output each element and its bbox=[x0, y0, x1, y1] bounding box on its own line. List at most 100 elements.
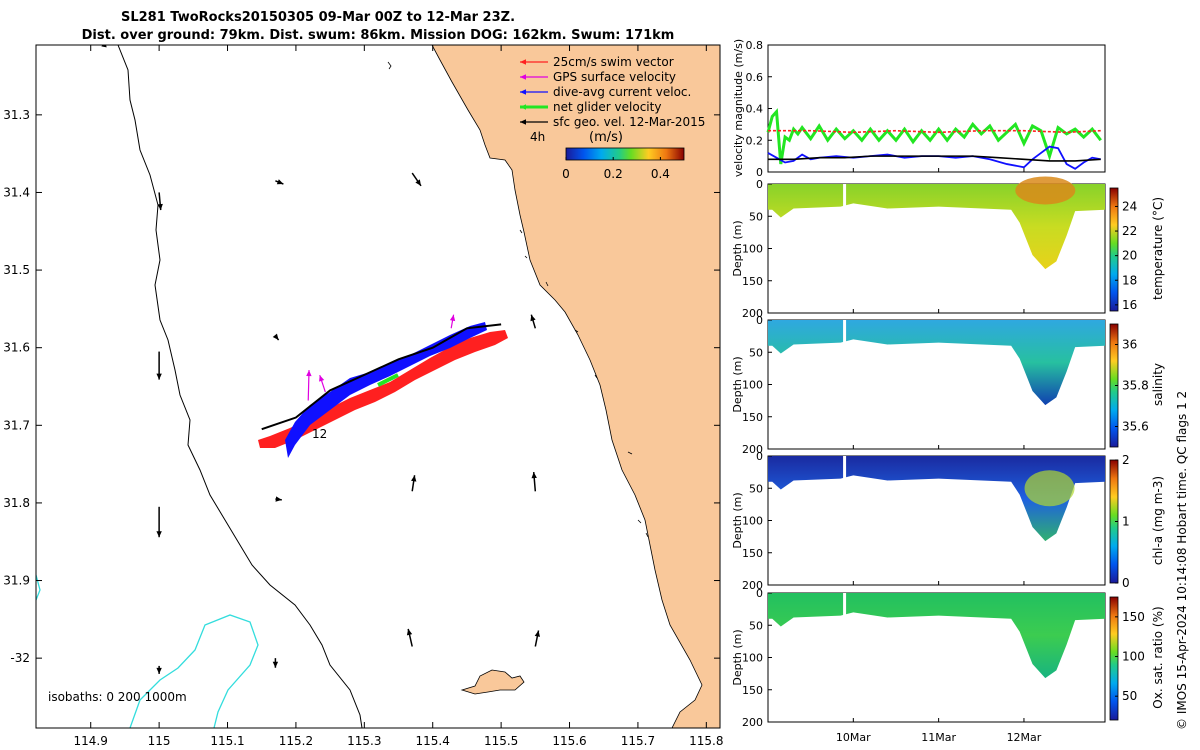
velocity-series-sfc-geo-vel- bbox=[768, 155, 1101, 162]
time-tick-label: 10Mar bbox=[836, 731, 871, 744]
section-ytick-label: 100 bbox=[742, 379, 763, 392]
legend-swatch-head bbox=[520, 104, 526, 110]
map-ytick-label: 31.4 bbox=[3, 185, 30, 199]
geo-vector-arrow-head bbox=[275, 496, 282, 502]
section-ylabel: Depth (m) bbox=[731, 629, 744, 685]
section-ytick-label: 50 bbox=[749, 210, 763, 223]
map-ytick-label: 31.5 bbox=[3, 263, 30, 277]
colorbar-label: temperature (°C) bbox=[1151, 197, 1165, 300]
map-colorbar-tick: 0 bbox=[562, 167, 570, 181]
section-ytick-label: 100 bbox=[742, 652, 763, 665]
colorbar-tick-label: 24 bbox=[1122, 199, 1137, 213]
legend-swatch-head bbox=[520, 119, 526, 125]
map-ytick-label: 31.8 bbox=[3, 496, 30, 510]
geo-vectors bbox=[101, 45, 540, 674]
legend-swatch-head bbox=[520, 74, 526, 80]
map-ytick-label: 31.9 bbox=[3, 574, 30, 588]
legend-swatch-head bbox=[520, 59, 526, 65]
section-ytick-label: 0 bbox=[756, 587, 763, 600]
map-xtick-label: 115.8 bbox=[689, 734, 723, 748]
title-line2: Dist. over ground: 79km. Dist. swum: 86k… bbox=[82, 28, 675, 43]
colorbar-label: salinity bbox=[1151, 363, 1165, 406]
section-ytick-label: 100 bbox=[742, 515, 763, 528]
velocity-panel: 0 0.2 0.4 0.6 0.8 velocity magnitude (m/s) bbox=[732, 39, 1106, 179]
legend-swatch-head bbox=[520, 89, 526, 95]
velocity-series-net-glider-velocity bbox=[766, 108, 1102, 165]
geo-vector-arrow-head bbox=[534, 630, 540, 637]
geo-vector-arrow-head bbox=[272, 661, 279, 668]
island bbox=[460, 669, 525, 695]
net-velocity-segment bbox=[377, 373, 399, 387]
velocity-ylabel: velocity magnitude (m/s) bbox=[732, 39, 745, 177]
section-ytick-label: 100 bbox=[742, 243, 763, 256]
title-line1: SL281 TwoRocks20150305 09-Mar 00Z to 12-… bbox=[121, 10, 515, 25]
section-data bbox=[768, 184, 1105, 270]
map-ytick-label: 31.7 bbox=[3, 418, 30, 432]
geo-vector-arrow-head bbox=[276, 179, 284, 185]
map-ytick-label: 31.3 bbox=[3, 108, 30, 122]
section-data bbox=[768, 593, 1105, 679]
time-axis: 10Mar 11Mar 12Mar bbox=[836, 168, 1042, 744]
isobaths-label: isobaths: 0 200 1000m bbox=[48, 690, 187, 704]
section-colorbar bbox=[1109, 187, 1119, 312]
geo-vector-arrow-head bbox=[406, 628, 413, 636]
legend-label-0: 25cm/s swim vector bbox=[553, 55, 674, 69]
land-mass bbox=[431, 45, 720, 728]
colorbar-tick-label: 22 bbox=[1122, 224, 1137, 238]
section-ytick-label: 150 bbox=[742, 684, 763, 697]
legend-label-4: sfc geo. vel. 12-Mar-2015 bbox=[553, 115, 705, 129]
isobath-200 bbox=[117, 45, 363, 728]
map-xtick-label: 115.4 bbox=[416, 734, 450, 748]
colorbar-label: Ox. sat. ratio (%) bbox=[1151, 606, 1165, 708]
gps-vector-arrow-head bbox=[319, 375, 325, 382]
map-colorbar-tick: 0.2 bbox=[604, 167, 623, 181]
map-colorbar-tick: 0.4 bbox=[651, 167, 670, 181]
dive-current-band bbox=[285, 322, 487, 458]
colorbar-tick-label: 100 bbox=[1122, 650, 1145, 664]
map-xtick-label: 115.3 bbox=[347, 734, 381, 748]
colorbar-label: (m/s) bbox=[589, 130, 623, 145]
legend-label-3: net glider velocity bbox=[553, 100, 661, 114]
geo-vector-arrow-head bbox=[411, 475, 417, 482]
time-step-label: 4h bbox=[530, 130, 545, 144]
section-ytick-label: 150 bbox=[742, 275, 763, 288]
geo-vector-arrow-head bbox=[156, 531, 162, 538]
data-gap bbox=[843, 456, 847, 482]
isobath-1000 bbox=[129, 614, 259, 728]
colorbar-tick-label: 20 bbox=[1122, 249, 1137, 263]
map-xtick-label: 115.1 bbox=[210, 734, 244, 748]
chl-maximum bbox=[1024, 470, 1075, 507]
map-colorbar bbox=[565, 147, 685, 161]
section-ytick-label: 0 bbox=[756, 450, 763, 463]
time-tick-label: 11Mar bbox=[921, 731, 956, 744]
warm-anomaly bbox=[1015, 176, 1076, 205]
section-ytick-label: 200 bbox=[742, 716, 763, 729]
reef-features bbox=[387, 61, 649, 538]
section-ytick-label: 200 bbox=[742, 307, 763, 320]
swim-vectors-band bbox=[258, 330, 508, 448]
velocity-ytick-label: 0.8 bbox=[746, 39, 764, 52]
colorbar-tick-label: 16 bbox=[1122, 298, 1137, 312]
map-xtick-label: 115.2 bbox=[279, 734, 313, 748]
colorbar-tick-label: 36 bbox=[1122, 338, 1137, 352]
section-ytick-label: 150 bbox=[742, 411, 763, 424]
map-xtick-label: 115.6 bbox=[552, 734, 586, 748]
section-ytick-label: 0 bbox=[756, 314, 763, 327]
colorbar-tick-label: 1 bbox=[1122, 515, 1130, 529]
oxygen-section: 0 50 100 150 200 Depth (m) 50 100 150 Ox. sat. ra… bbox=[731, 587, 1165, 729]
gps-vector-arrow-head bbox=[449, 314, 456, 322]
geo-vector-arrow-head bbox=[415, 179, 421, 186]
geo-vector-arrow-head bbox=[272, 333, 279, 341]
map-xtick-label: 114.9 bbox=[74, 734, 108, 748]
time-tick-label: 12Mar bbox=[1007, 731, 1042, 744]
chl-a-section: 0 50 100 150 200 Depth (m) 0 1 2 chl-a (mg m-3) bbox=[731, 450, 1165, 592]
velocity-series-swim-vector bbox=[768, 129, 1101, 134]
section-ytick-label: 200 bbox=[742, 579, 763, 592]
geo-vector-arrow-head bbox=[101, 45, 107, 48]
data-gap bbox=[843, 593, 847, 619]
legend-label-2: dive-avg current veloc. bbox=[553, 85, 691, 99]
track-marker: 12 bbox=[312, 427, 327, 441]
gps-vectors bbox=[306, 314, 456, 401]
